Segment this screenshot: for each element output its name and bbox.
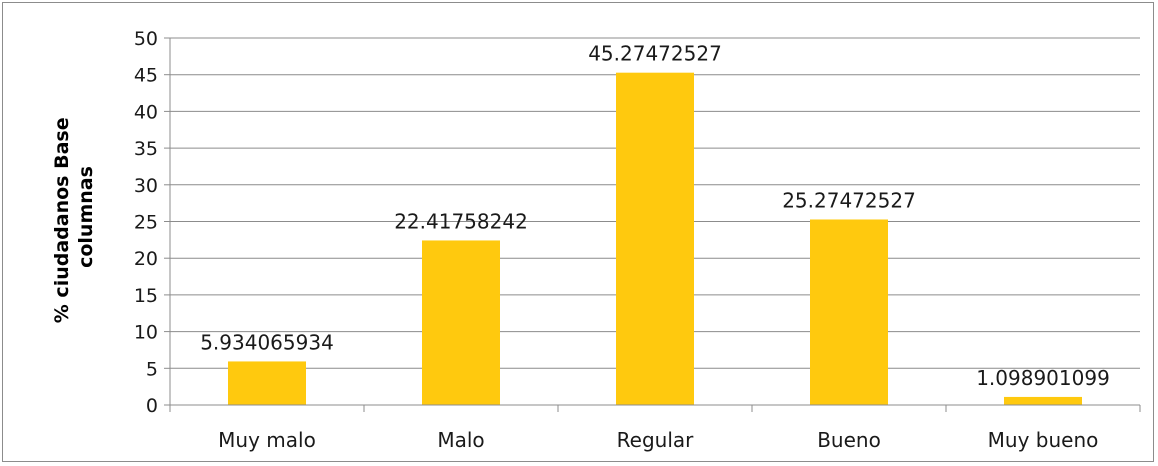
data-label-regular: 45.27472527 [588, 42, 722, 66]
data-label-malo: 22.41758242 [394, 209, 528, 233]
y-axis-title-line-2: columnas [75, 166, 97, 268]
y-tick-label-30: 30 [134, 175, 158, 197]
axes [164, 37, 1141, 412]
bar-muy-bueno [1004, 396, 1082, 405]
x-tick-label-malo: Malo [437, 428, 484, 452]
y-tick-label-15: 15 [134, 285, 158, 307]
data-labels: 5.934065934 22.41758242 45.27472527 25.2747… [200, 42, 1110, 390]
bars [228, 72, 1082, 405]
y-tick-label-35: 35 [134, 138, 158, 160]
bar-regular [616, 72, 694, 405]
y-tick-label-0: 0 [146, 395, 158, 417]
data-label-bueno: 25.27472527 [782, 188, 916, 212]
y-tick-label-5: 5 [146, 358, 158, 380]
y-tick-label-20: 20 [134, 248, 158, 270]
y-tick-labels: 0 5 10 15 20 25 30 35 40 45 50 [134, 28, 158, 417]
y-tick-label-10: 10 [134, 322, 158, 344]
x-tick-label-muy-bueno: Muy bueno [988, 428, 1099, 452]
x-tick-label-regular: Regular [617, 428, 694, 452]
bar-bueno [810, 219, 888, 405]
x-tick-label-muy-malo: Muy malo [218, 428, 316, 452]
bar-muy-malo [228, 361, 306, 405]
y-tick-label-45: 45 [134, 65, 158, 87]
x-tick-labels: Muy malo Malo Regular Bueno Muy bueno [218, 428, 1098, 452]
y-tick-label-25: 25 [134, 212, 158, 234]
x-tick-label-bueno: Bueno [817, 428, 881, 452]
y-tick-label-40: 40 [134, 101, 158, 123]
data-label-muy-bueno: 1.098901099 [976, 366, 1110, 390]
data-label-muy-malo: 5.934065934 [200, 330, 334, 354]
y-axis-title-line-1: % ciudadanos Base [51, 117, 73, 323]
y-axis-title: % ciudadanos Base columnas [51, 111, 97, 323]
bar-malo [422, 240, 500, 405]
y-tick-label-50: 50 [134, 28, 158, 50]
